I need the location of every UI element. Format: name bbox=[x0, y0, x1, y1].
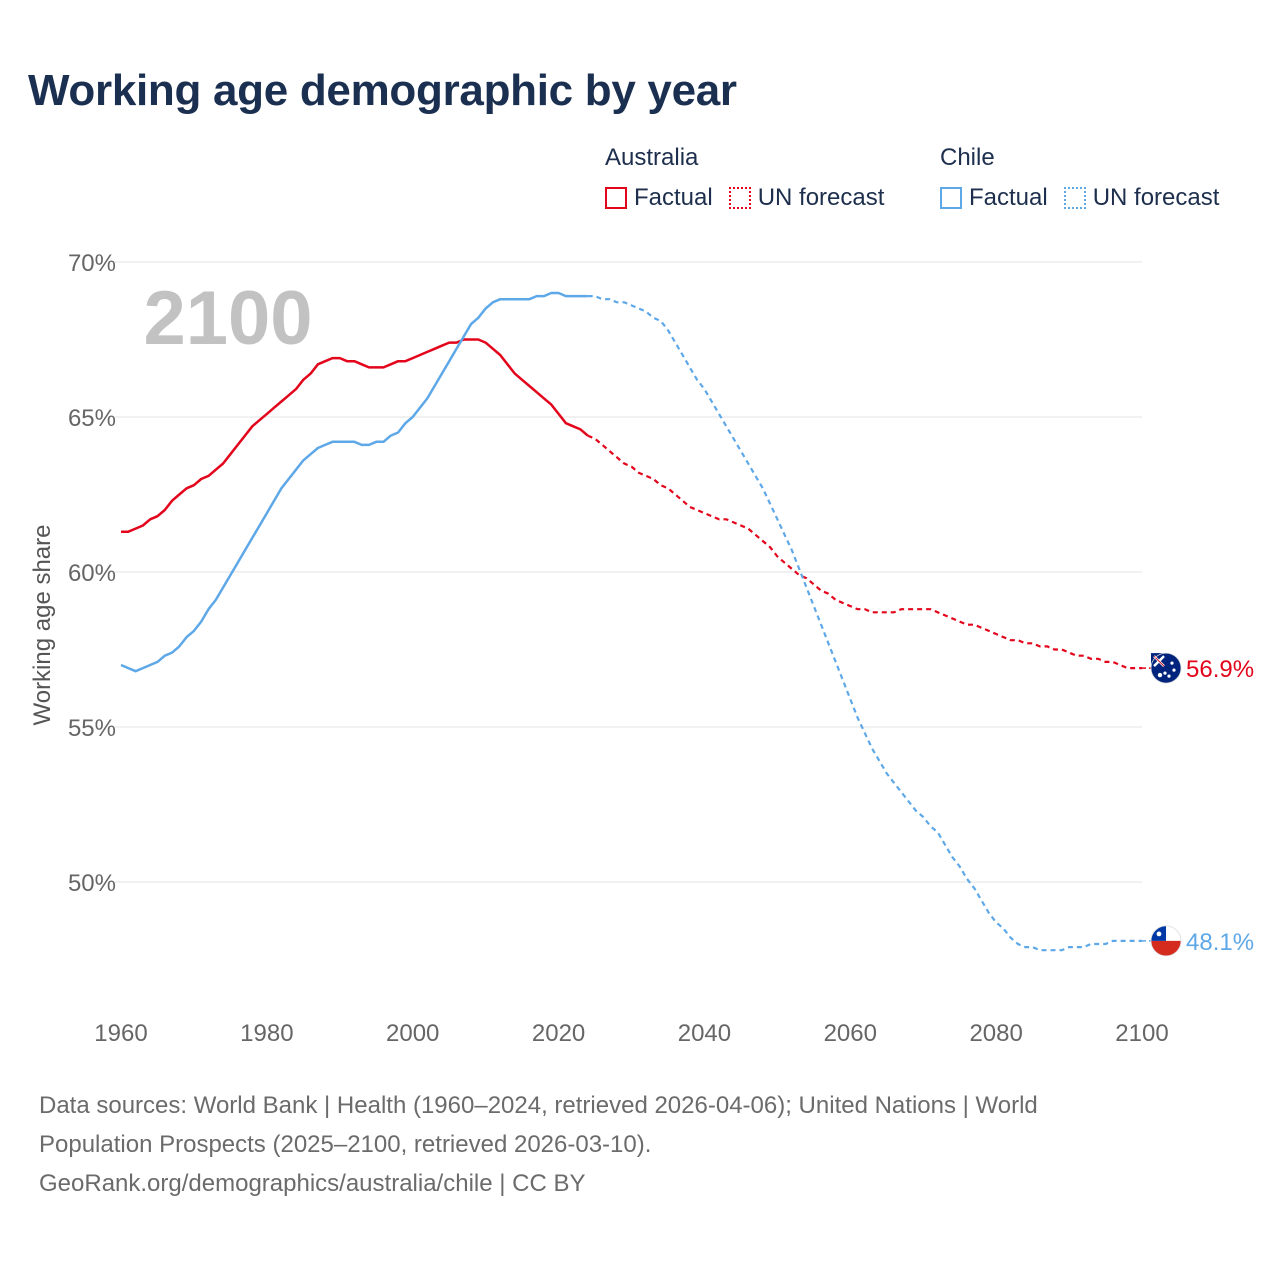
legend-chile-factual[interactable]: Factual bbox=[940, 184, 1048, 212]
chart-title: Working age demographic by year bbox=[28, 66, 737, 115]
x-tick-label: 2100 bbox=[1115, 1020, 1168, 1047]
y-tick-label: 60% bbox=[68, 560, 116, 587]
x-tick-label: 1960 bbox=[94, 1020, 147, 1047]
australia-flag-icon bbox=[1150, 652, 1182, 684]
y-axis-label: Working age share bbox=[29, 525, 56, 726]
legend-label-chile-forecast: UN forecast bbox=[1092, 184, 1220, 211]
legend-swatch-chile-forecast bbox=[1063, 187, 1086, 209]
chile-flag-icon bbox=[1150, 925, 1182, 957]
year-watermark: 2100 bbox=[143, 276, 312, 361]
legend-swatch-chile-factual bbox=[940, 187, 962, 209]
australia-factual-line bbox=[121, 338, 589, 533]
x-tick-label: 2000 bbox=[386, 1020, 439, 1047]
y-tick-label: 55% bbox=[68, 715, 116, 742]
x-tick-label: 2060 bbox=[824, 1020, 877, 1047]
y-tick-label: 50% bbox=[68, 870, 116, 897]
series-end-markers: 56.9% 48.1% bbox=[1142, 652, 1254, 957]
source-line-3[interactable]: GeoRank.org/demographics/australia/chile… bbox=[39, 1170, 586, 1197]
chile-forecast-line bbox=[587, 295, 1142, 952]
source-line-1: Data sources: World Bank | Health (1960–… bbox=[39, 1092, 1038, 1119]
legend-group-name-australia: Australia bbox=[605, 144, 699, 171]
legend-australia-factual[interactable]: Factual bbox=[605, 184, 713, 212]
y-tick-label: 65% bbox=[68, 405, 116, 432]
legend-swatch-australia-factual bbox=[605, 187, 627, 209]
chile-factual-line bbox=[120, 291, 588, 673]
y-tick-label: 70% bbox=[68, 250, 116, 277]
legend-swatch-australia-forecast bbox=[728, 187, 751, 209]
legend-group-name-chile: Chile bbox=[940, 144, 995, 171]
source-note: Data sources: World Bank | Health (1960–… bbox=[39, 1086, 1239, 1203]
x-tick-label: 2020 bbox=[532, 1020, 585, 1047]
legend-label-australia-factual: Factual bbox=[634, 184, 713, 211]
legend-label-chile-factual: Factual bbox=[969, 184, 1048, 211]
legend-chile: Chile Factual UN forecast bbox=[940, 144, 1235, 212]
x-axis-tick-labels: 1960 1980 2000 2020 2040 2060 2080 2100 bbox=[94, 1020, 1168, 1047]
australia-forecast-line bbox=[587, 434, 1142, 670]
source-line-2: Population Prospects (2025–2100, retriev… bbox=[39, 1131, 652, 1158]
legend-australia-forecast[interactable]: UN forecast bbox=[728, 184, 885, 212]
x-tick-label: 2040 bbox=[678, 1020, 731, 1047]
x-tick-label: 2080 bbox=[969, 1020, 1022, 1047]
series-lines bbox=[120, 291, 1142, 952]
legend-australia: Australia Factual UN forecast bbox=[605, 144, 900, 212]
x-tick-label: 1980 bbox=[240, 1020, 293, 1047]
legend-chile-forecast[interactable]: UN forecast bbox=[1063, 184, 1220, 212]
legend-label-australia-forecast: UN forecast bbox=[757, 184, 885, 211]
line-chart: 2100 50% 55% 60% 65% 70% 1960 1980 2000 2020 204… bbox=[29, 250, 1254, 1047]
gridlines bbox=[115, 261, 1142, 883]
y-axis-tick-labels: 50% 55% 60% 65% 70% bbox=[68, 250, 116, 897]
chile-end-value-label: 48.1% bbox=[1186, 929, 1254, 956]
australia-end-value-label: 56.9% bbox=[1186, 656, 1254, 683]
